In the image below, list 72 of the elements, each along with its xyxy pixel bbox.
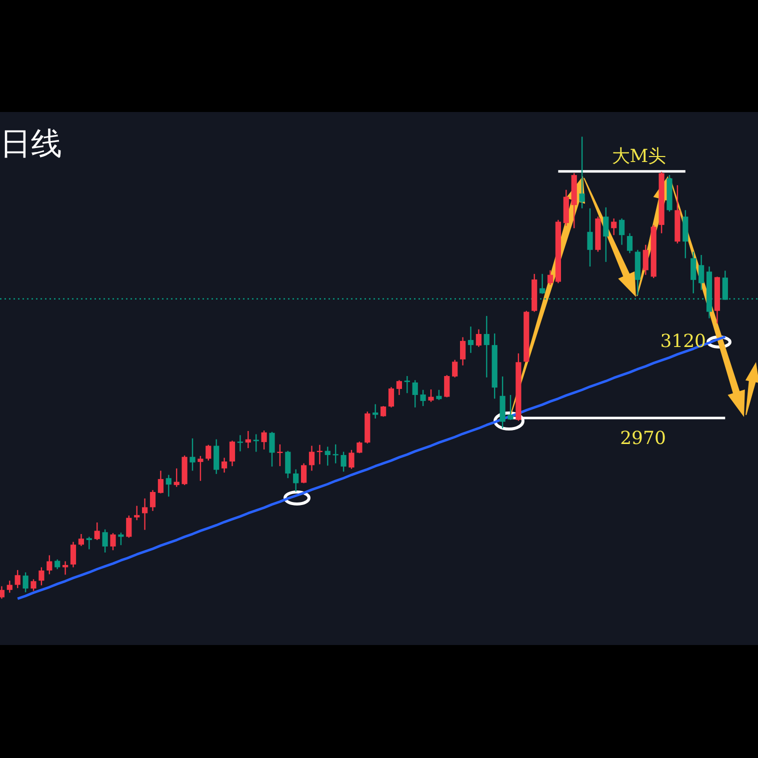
candlestick <box>62 560 68 576</box>
candlestick <box>237 434 243 452</box>
candlestick <box>150 490 156 512</box>
candlestick <box>22 572 28 593</box>
candlestick <box>540 273 546 294</box>
candlestick <box>348 449 354 470</box>
candlestick <box>78 533 84 547</box>
candlestick <box>38 566 44 586</box>
candlestick <box>356 441 362 454</box>
candlestick <box>642 244 648 276</box>
candlestick <box>428 388 434 402</box>
title: 日线 <box>0 126 62 162</box>
candlestick <box>206 444 212 462</box>
candlestick <box>420 389 426 407</box>
candlestick <box>198 455 204 482</box>
candlestick <box>174 468 180 488</box>
candlestick <box>46 554 52 575</box>
candlestick <box>619 218 625 246</box>
candlestick <box>190 438 196 472</box>
candlestick <box>396 380 402 396</box>
candlestick <box>261 430 267 450</box>
candlestick <box>690 251 696 294</box>
candlestick <box>222 457 228 474</box>
candlestick <box>380 405 386 418</box>
candlestick <box>444 374 450 398</box>
candlestick <box>269 431 275 468</box>
annotation: 大M头 <box>612 146 666 167</box>
candlestick <box>404 375 410 394</box>
candlestick <box>603 206 609 262</box>
candlestick <box>285 450 291 479</box>
candlestick <box>579 136 585 209</box>
candlestick <box>102 528 108 554</box>
candlestick <box>14 569 20 589</box>
candlestick <box>626 232 633 254</box>
candlestick <box>0 586 4 600</box>
candlestick <box>460 336 466 366</box>
annotation: 2970 <box>620 428 666 449</box>
candlestick <box>229 440 236 467</box>
candlestick <box>324 446 330 466</box>
candlestick <box>476 328 482 348</box>
candlestick <box>611 218 617 236</box>
candlestick <box>547 270 554 286</box>
candlestick <box>484 315 490 378</box>
candlestick <box>587 208 593 268</box>
candlestick <box>6 580 12 594</box>
candlestick <box>508 394 514 421</box>
candlestick <box>308 445 315 472</box>
candlestick <box>70 541 76 568</box>
candlestick <box>86 536 92 550</box>
candlestick <box>372 404 378 420</box>
candlestick <box>158 470 164 494</box>
candlestick <box>332 444 338 464</box>
candlestick <box>54 558 60 570</box>
candlestick <box>245 430 251 449</box>
candlestick <box>166 474 172 498</box>
candlestick <box>142 498 148 530</box>
candlestick <box>452 359 458 378</box>
candlestick <box>134 505 140 521</box>
candlestick <box>94 522 100 541</box>
candlestick <box>388 386 394 408</box>
candlestick <box>412 380 418 408</box>
candlestick <box>301 462 307 484</box>
annotation: 3120 <box>660 331 706 352</box>
candlestick <box>340 451 346 472</box>
candlestick <box>118 532 124 546</box>
candlestick <box>30 578 36 592</box>
candlestick <box>126 514 132 538</box>
candlestick <box>110 532 116 551</box>
candlestick <box>293 468 299 492</box>
candlestick <box>436 389 442 401</box>
candlestick <box>698 254 704 291</box>
candlestick <box>468 326 474 354</box>
